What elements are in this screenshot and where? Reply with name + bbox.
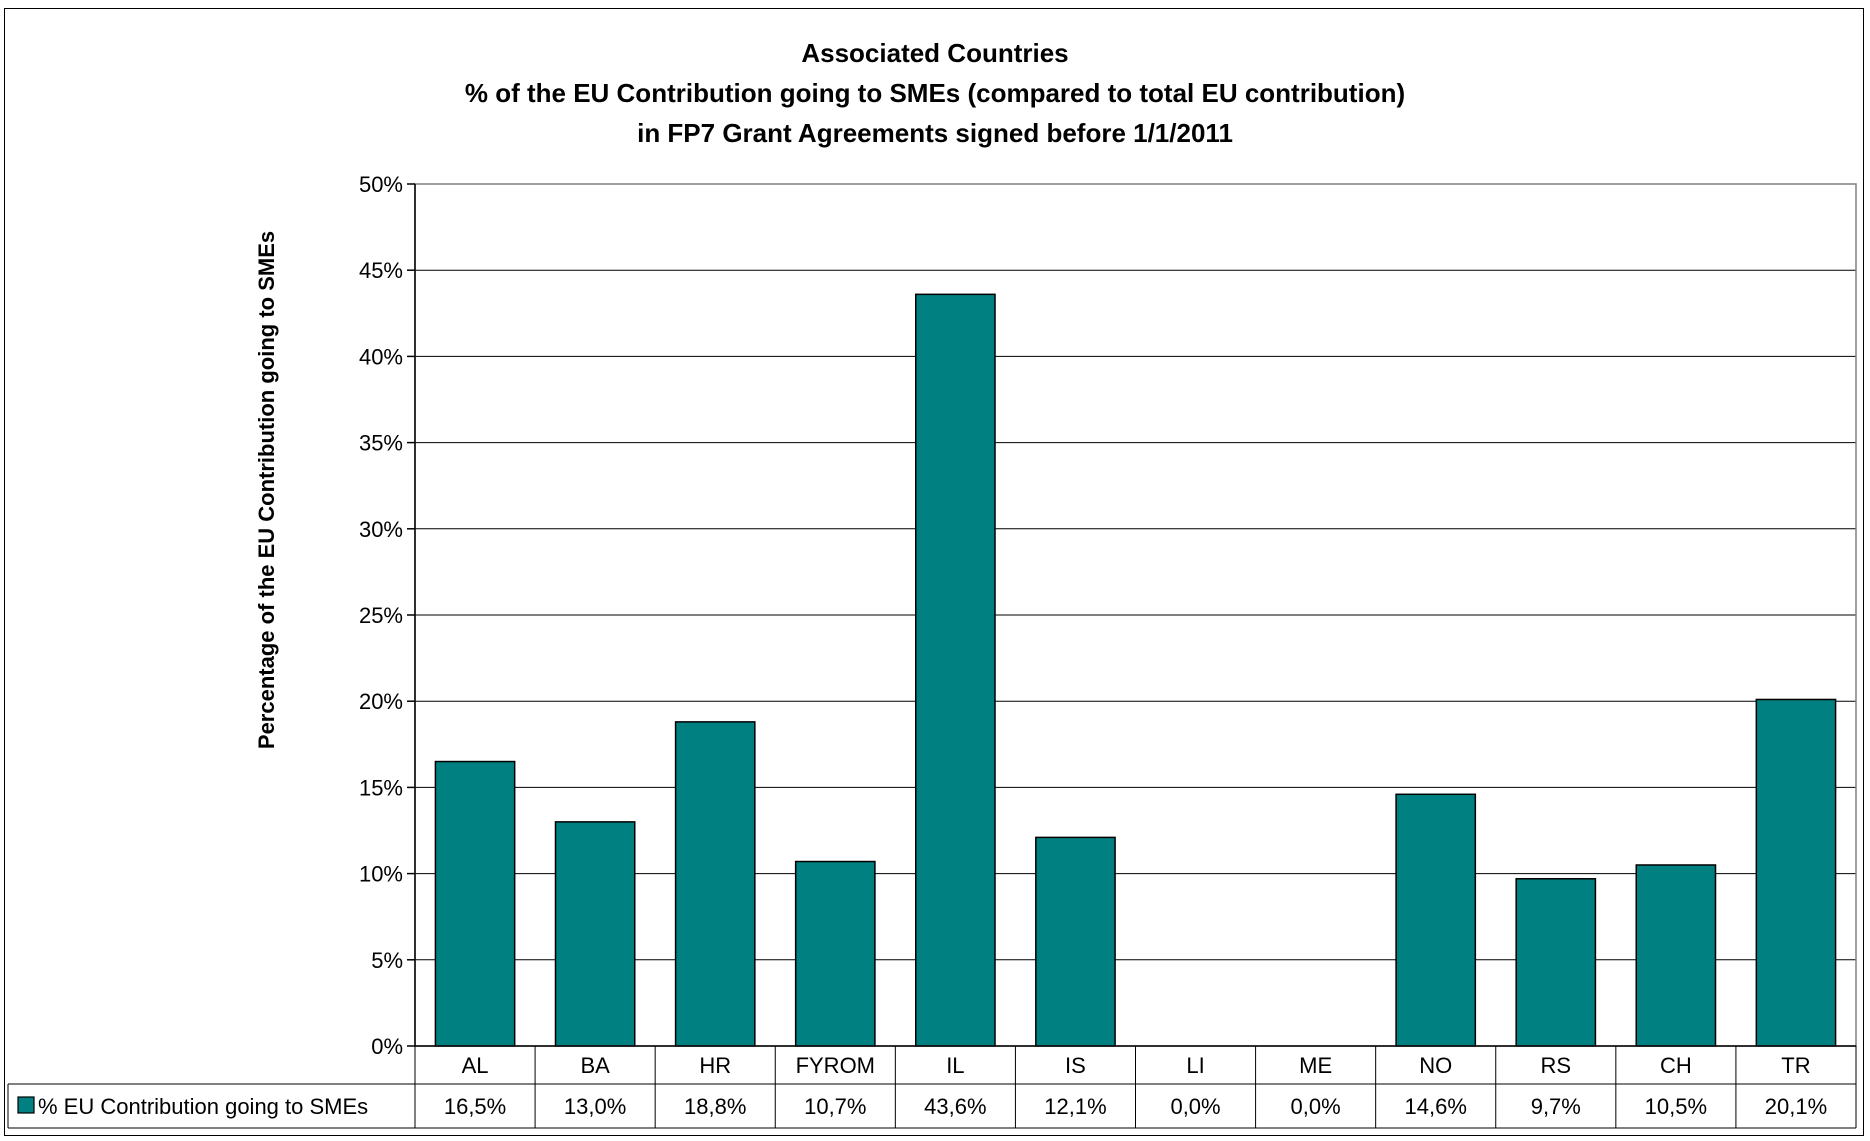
y-tick-label: 50%: [359, 172, 403, 197]
x-tick-label: AL: [462, 1053, 489, 1078]
y-tick-label: 20%: [359, 689, 403, 714]
x-tick-label: RS: [1541, 1053, 1572, 1078]
y-axis-label: Percentage of the EU Contribution going …: [254, 231, 279, 749]
data-label: 10,5%: [1645, 1094, 1707, 1119]
bar-fyrom: [794, 860, 876, 1047]
bar-al: [434, 760, 516, 1047]
data-label: 0,0%: [1291, 1094, 1341, 1119]
x-tick-label: LI: [1186, 1053, 1204, 1078]
data-label: 20,1%: [1765, 1094, 1827, 1119]
bar-ch: [1635, 864, 1717, 1047]
bar-rs: [1515, 878, 1597, 1047]
data-table: AL 16,5% BA 13,0% HR 18,8% FYROM 10,7% IL 43,6% IS…: [7, 1045, 1857, 1129]
data-label: 12,1%: [1044, 1094, 1106, 1119]
bar-no: [1395, 793, 1477, 1047]
legend-swatch: [17, 1096, 35, 1114]
data-label: 13,0%: [564, 1094, 626, 1119]
bars: [434, 293, 1837, 1047]
bar-hr: [674, 721, 756, 1047]
y-tick-label: 40%: [359, 344, 403, 369]
y-tick-label: 10%: [359, 862, 403, 887]
y-tick-label: 30%: [359, 517, 403, 542]
data-label: 43,6%: [924, 1094, 986, 1119]
y-axis-ticks: 0% 5% 10% 15% 20% 25% 30% 35% 40% 45% 50%: [359, 172, 415, 1059]
bar-il: [914, 293, 996, 1047]
data-label: 16,5%: [444, 1094, 506, 1119]
y-tick-label: 0%: [371, 1034, 403, 1059]
gridlines: [415, 269, 1856, 961]
y-tick-label: 35%: [359, 431, 403, 456]
y-tick-label: 15%: [359, 775, 403, 800]
y-tick-label: 45%: [359, 258, 403, 283]
data-label: 10,7%: [804, 1094, 866, 1119]
x-tick-label: FYROM: [796, 1053, 875, 1078]
data-label: 14,6%: [1405, 1094, 1467, 1119]
x-tick-label: CH: [1660, 1053, 1692, 1078]
x-tick-label: TR: [1781, 1053, 1810, 1078]
data-label: 0,0%: [1170, 1094, 1220, 1119]
x-tick-label: ME: [1299, 1053, 1332, 1078]
bar-is: [1035, 836, 1116, 1047]
chart-title-line-2: % of the EU Contribution going to SMEs (…: [464, 78, 1406, 108]
bar-ba: [554, 821, 636, 1047]
x-tick-label: BA: [580, 1053, 610, 1078]
legend-label: % EU Contribution going to SMEs: [38, 1094, 368, 1119]
data-label: 9,7%: [1531, 1094, 1581, 1119]
x-tick-label: NO: [1419, 1053, 1452, 1078]
x-tick-label: IL: [946, 1053, 964, 1078]
x-tick-label: IS: [1065, 1053, 1086, 1078]
x-tick-label: HR: [699, 1053, 731, 1078]
y-tick-label: 25%: [359, 603, 403, 628]
chart-title-line-3: in FP7 Grant Agreements signed before 1/…: [637, 118, 1233, 148]
bar-tr: [1755, 698, 1837, 1047]
data-label: 18,8%: [684, 1094, 746, 1119]
y-tick-label: 5%: [371, 948, 403, 973]
chart-title-line-1: Associated Countries: [801, 38, 1069, 68]
